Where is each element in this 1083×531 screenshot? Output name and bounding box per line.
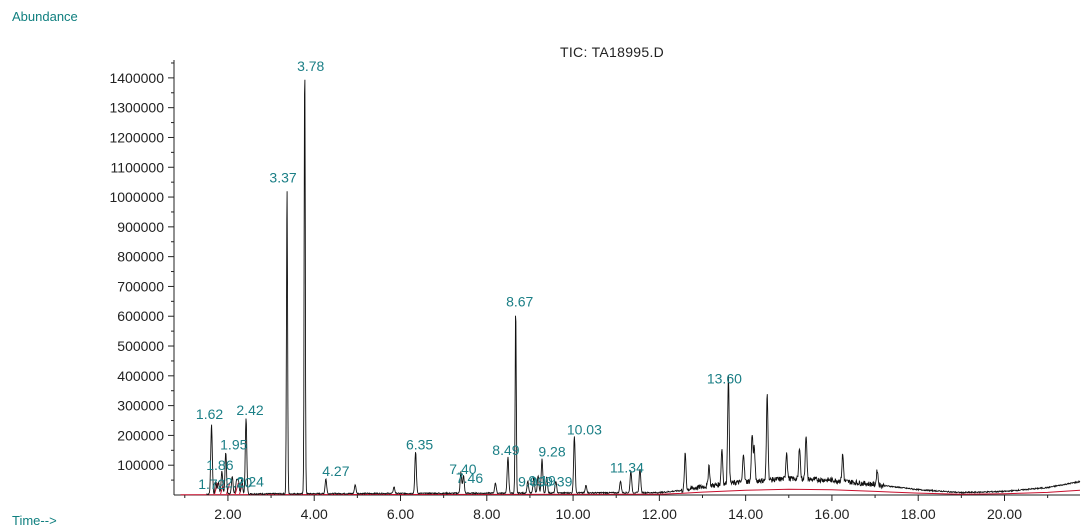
baseline-tick xyxy=(214,482,219,495)
peak-label: 3.78 xyxy=(297,58,324,74)
peak-label: 1.72 xyxy=(198,476,225,492)
y-tick-label: 800000 xyxy=(117,249,164,265)
peak-label: 7.46 xyxy=(456,470,483,486)
x-tick-label: 20.00 xyxy=(987,506,1022,522)
chart-title: TIC: TA18995.D xyxy=(560,44,665,60)
y-tick-label: 500000 xyxy=(117,338,164,354)
peak-label: 11.34 xyxy=(610,460,644,476)
peak-labels-layer: 1.62 1.86 1.95 1.72 2.202.24 2.42 3.37 3.78 4.27… xyxy=(196,58,742,492)
baseline-tick xyxy=(234,482,239,495)
y-tick-label: 400000 xyxy=(117,368,164,384)
y-tick-label: 1100000 xyxy=(111,159,165,175)
y-tick-label: 100000 xyxy=(117,457,164,473)
peak-label: 3.37 xyxy=(269,170,296,186)
integration-baseline-layer xyxy=(180,482,1081,496)
y-axis-label: Abundance xyxy=(12,9,78,24)
peak-label: 1.62 xyxy=(196,406,223,422)
baseline-tick xyxy=(226,482,231,495)
peak-label: 1.95 xyxy=(220,436,247,452)
peak-label: 8.67 xyxy=(506,293,533,309)
integration-baseline xyxy=(180,488,1081,496)
x-tick-label: 4.00 xyxy=(301,506,328,522)
peak-label: 2.20 xyxy=(225,475,252,491)
peak-label: 7.40 xyxy=(449,461,476,477)
peak-label: 1.86 xyxy=(206,457,233,473)
x-tick-label: 16.00 xyxy=(814,506,849,522)
peak-label: 9.19 xyxy=(529,473,556,489)
peak-label: 9.09 xyxy=(518,474,545,490)
tic-trace-layer xyxy=(206,79,1081,496)
x-tick-label: 2.00 xyxy=(214,506,241,522)
peak-label: 4.27 xyxy=(322,463,349,479)
tic-trace-line xyxy=(206,79,1081,496)
x-tick-label: 18.00 xyxy=(901,506,936,522)
y-tick-label: 1000000 xyxy=(109,189,164,205)
peak-label: 9.28 xyxy=(538,444,565,460)
x-tick-label: 10.00 xyxy=(556,506,591,522)
y-tick-label: 700000 xyxy=(117,278,164,294)
peak-label: 13.60 xyxy=(707,371,742,387)
axes: 100000 200000 300000 400000 500000 600000 7000… xyxy=(109,60,1080,522)
x-tick-label: 14.00 xyxy=(728,506,763,522)
y-tick-label: 1300000 xyxy=(109,100,164,116)
y-tick-label: 600000 xyxy=(117,308,164,324)
peak-label: 9.39 xyxy=(545,474,572,490)
y-tick-label: 300000 xyxy=(117,398,164,414)
y-tick-label: 200000 xyxy=(117,427,164,443)
x-tick-label: 8.00 xyxy=(473,506,500,522)
peak-label: 6.35 xyxy=(406,436,433,452)
y-tick-label: 1200000 xyxy=(109,129,164,145)
peak-label: 8.49 xyxy=(492,442,519,458)
y-tick-label: 1400000 xyxy=(109,70,164,86)
x-tick-label: 6.00 xyxy=(387,506,414,522)
peak-label: 2.42 xyxy=(236,402,263,418)
peak-label: 2.24 xyxy=(237,474,264,490)
y-tick-label: 900000 xyxy=(117,219,164,235)
x-tick-label: 12.00 xyxy=(642,506,677,522)
peak-label: 10.03 xyxy=(567,421,602,437)
x-axis-label: Time--> xyxy=(12,513,57,528)
